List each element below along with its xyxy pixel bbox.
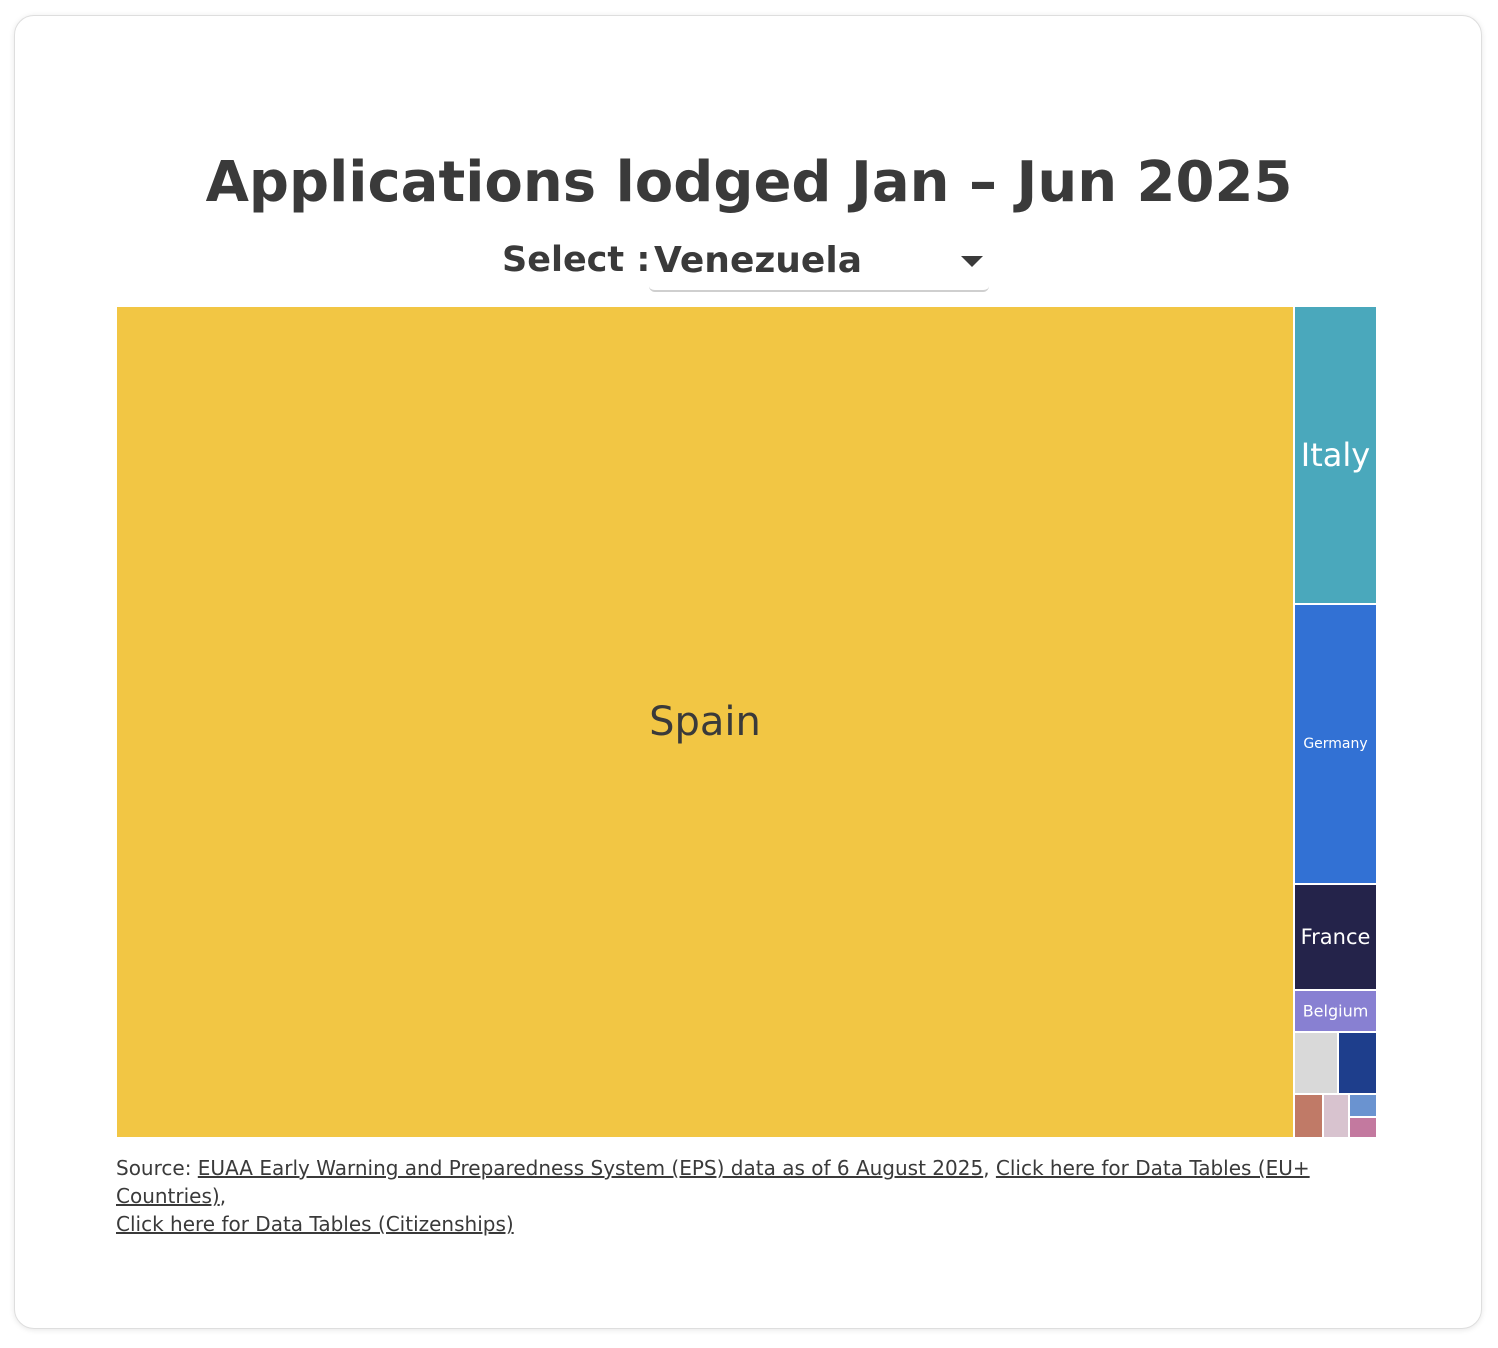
treemap-label-germany: Germany bbox=[1303, 736, 1367, 752]
treemap-label-belgium: Belgium bbox=[1303, 1002, 1369, 1021]
treemap-tile-tile-5[interactable] bbox=[1293, 1031, 1339, 1095]
eu-countries-tables-link[interactable]: Click here for Data Tables (EU+ Countrie… bbox=[116, 1156, 1310, 1208]
treemap-tile-italy[interactable] bbox=[1293, 306, 1377, 605]
treemap-chart: Spain Italy Germany France Belgium bbox=[116, 306, 1377, 1138]
eps-data-link[interactable]: EUAA Early Warning and Preparedness Syst… bbox=[197, 1156, 984, 1180]
source-prefix: Source: bbox=[116, 1156, 198, 1180]
treemap-tile-tile-10[interactable] bbox=[1348, 1116, 1377, 1138]
treemap-label-italy: Italy bbox=[1301, 436, 1370, 474]
citizenships-tables-link[interactable]: Click here for Data Tables (Citizenships… bbox=[116, 1212, 514, 1236]
select-label: Select : bbox=[502, 240, 651, 280]
source-separator: , bbox=[983, 1156, 996, 1180]
source-separator: , bbox=[219, 1184, 227, 1208]
treemap-tile-spain[interactable] bbox=[116, 306, 1295, 1138]
chart-title: Applications lodged Jan – Jun 2025 bbox=[205, 150, 1293, 215]
treemap-tile-belgium[interactable] bbox=[1293, 989, 1377, 1033]
dropdown-selected-value: Venezuela bbox=[654, 240, 862, 281]
source-note: Source: EUAA Early Warning and Preparedn… bbox=[116, 1154, 1386, 1238]
treemap-tile-tile-6[interactable] bbox=[1337, 1031, 1377, 1095]
treemap-tile-tile-8[interactable] bbox=[1322, 1093, 1350, 1138]
treemap-tile-tile-7[interactable] bbox=[1293, 1093, 1324, 1138]
treemap-tile-tile-9[interactable] bbox=[1348, 1093, 1377, 1118]
treemap-label-france: France bbox=[1301, 925, 1371, 949]
treemap-tile-france[interactable] bbox=[1293, 883, 1377, 991]
country-dropdown[interactable]: Venezuela bbox=[649, 238, 989, 292]
treemap-svg: Spain Italy Germany France Belgium bbox=[116, 306, 1377, 1138]
treemap-label-spain: Spain bbox=[649, 699, 761, 745]
caret-down-icon[interactable] bbox=[961, 256, 983, 267]
